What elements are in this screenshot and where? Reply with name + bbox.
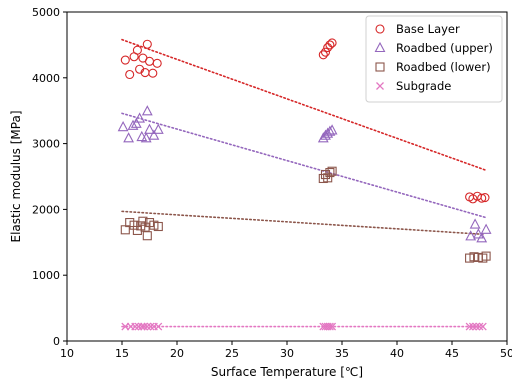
legend-item-base-layer: Base Layer bbox=[375, 22, 460, 36]
data-point-roadbed-upper bbox=[324, 125, 336, 136]
data-point-subgrade bbox=[146, 322, 155, 331]
data-point-base-layer bbox=[152, 58, 162, 68]
data-point-roadbed-upper bbox=[140, 132, 152, 143]
data-point-subgrade bbox=[468, 322, 477, 331]
legend-marker-roadbed-upper bbox=[374, 41, 386, 53]
data-point-roadbed-upper bbox=[148, 129, 160, 140]
data-point-roadbed-upper bbox=[472, 228, 484, 239]
legend-label: Roadbed (lower) bbox=[396, 60, 491, 74]
legend-marker-roadbed-lower bbox=[375, 62, 385, 72]
data-point-base-layer bbox=[120, 55, 130, 65]
data-point-roadbed-upper bbox=[469, 218, 481, 229]
x-tick-label: 35 bbox=[335, 347, 349, 360]
data-point-subgrade bbox=[325, 322, 334, 331]
trend-line-base-layer bbox=[121, 38, 486, 171]
x-axis-label: Surface Temperature [℃] bbox=[211, 365, 363, 379]
data-point-subgrade bbox=[140, 322, 148, 331]
data-point-subgrade bbox=[143, 322, 152, 331]
data-point-base-layer bbox=[323, 42, 333, 53]
data-points bbox=[117, 38, 492, 331]
data-point-roadbed-lower bbox=[481, 251, 491, 261]
data-point-roadbed-lower bbox=[132, 225, 142, 236]
data-point-roadbed-upper bbox=[130, 117, 142, 128]
x-tick-label: 10 bbox=[60, 347, 74, 360]
data-point-roadbed-upper bbox=[152, 123, 164, 134]
data-point-subgrade bbox=[475, 322, 484, 331]
legend-label: Subgrade bbox=[396, 79, 451, 93]
y-tick-label: 2000 bbox=[32, 203, 60, 216]
trend-line-roadbed-upper bbox=[121, 112, 486, 219]
data-point-roadbed-upper bbox=[465, 230, 477, 241]
legend-box bbox=[365, 15, 503, 103]
legend-label: Base Layer bbox=[396, 22, 460, 36]
data-point-subgrade bbox=[472, 322, 481, 331]
data-point-subgrade bbox=[465, 322, 474, 331]
data-point-base-layer bbox=[142, 39, 152, 49]
data-point-roadbed-upper bbox=[326, 124, 338, 135]
series-roadbed-lower bbox=[120, 166, 491, 263]
y-tick-label: 5000 bbox=[32, 6, 60, 19]
y-axis-label: Elastic modulus [MPa] bbox=[9, 111, 23, 243]
trend-lines bbox=[121, 38, 486, 328]
legend-marker-subgrade bbox=[376, 82, 384, 90]
data-point-base-layer bbox=[318, 50, 328, 60]
data-point-roadbed-upper bbox=[117, 120, 129, 132]
data-point-base-layer bbox=[320, 47, 331, 57]
data-point-roadbed-lower bbox=[327, 166, 337, 176]
x-tick-label: 30 bbox=[280, 347, 294, 360]
data-point-base-layer bbox=[480, 193, 490, 203]
data-point-roadbed-lower bbox=[478, 253, 488, 263]
series-base-layer bbox=[120, 38, 490, 204]
data-point-roadbed-upper bbox=[123, 132, 135, 143]
data-point-base-layer bbox=[132, 45, 142, 55]
data-point-roadbed-lower bbox=[153, 221, 163, 232]
legend: Base Layer Roadbed (upper) Roadbed (lower)… bbox=[365, 15, 503, 103]
x-tick-label: 15 bbox=[115, 347, 129, 360]
data-point-roadbed-lower bbox=[138, 216, 148, 226]
data-point-roadbed-upper bbox=[144, 123, 155, 134]
data-point-subgrade bbox=[328, 322, 337, 331]
x-tick-label: 20 bbox=[170, 347, 184, 360]
data-point-roadbed-lower bbox=[142, 231, 152, 241]
data-point-roadbed-lower bbox=[325, 168, 335, 178]
data-point-base-layer bbox=[325, 40, 335, 50]
data-point-base-layer bbox=[468, 194, 478, 204]
x-tick-label: 45 bbox=[445, 347, 459, 360]
x-tick-label: 50 bbox=[500, 347, 512, 360]
legend-marker-base-layer bbox=[375, 24, 385, 34]
x-tick-label: 25 bbox=[225, 347, 239, 360]
y-axis-ticks: 0 1000 2000 3000 4000 5000 bbox=[32, 6, 67, 348]
legend-item-roadbed-lower: Roadbed (lower) bbox=[375, 60, 491, 74]
data-point-base-layer bbox=[477, 193, 487, 203]
y-tick-label: 4000 bbox=[32, 72, 60, 85]
data-point-base-layer bbox=[148, 68, 158, 78]
data-point-roadbed-upper bbox=[322, 127, 334, 138]
data-point-subgrade bbox=[478, 322, 487, 331]
x-axis-ticks: 10 15 20 25 30 35 40 45 50 bbox=[60, 341, 512, 360]
legend-label: Roadbed (upper) bbox=[396, 41, 493, 55]
data-point-roadbed-upper bbox=[141, 105, 153, 116]
legend-item-roadbed-upper: Roadbed (upper) bbox=[374, 41, 493, 55]
data-point-subgrade bbox=[131, 322, 140, 331]
data-point-roadbed-upper bbox=[476, 232, 488, 243]
data-point-roadbed-lower bbox=[129, 220, 139, 230]
data-point-base-layer bbox=[125, 69, 135, 80]
data-point-roadbed-upper bbox=[480, 223, 492, 234]
data-point-roadbed-upper bbox=[127, 119, 139, 130]
data-point-roadbed-upper bbox=[134, 112, 146, 123]
legend-item-subgrade: Subgrade bbox=[376, 79, 451, 93]
y-tick-label: 1000 bbox=[32, 269, 60, 282]
series-subgrade bbox=[121, 322, 487, 331]
trend-line-roadbed-lower bbox=[121, 210, 486, 236]
data-point-subgrade bbox=[154, 322, 163, 331]
y-tick-label: 3000 bbox=[32, 138, 60, 151]
y-tick-label: 0 bbox=[53, 335, 60, 348]
x-tick-label: 40 bbox=[390, 347, 404, 360]
data-point-base-layer bbox=[144, 56, 155, 66]
series-roadbed-upper bbox=[117, 105, 492, 243]
data-point-base-layer bbox=[327, 38, 337, 48]
